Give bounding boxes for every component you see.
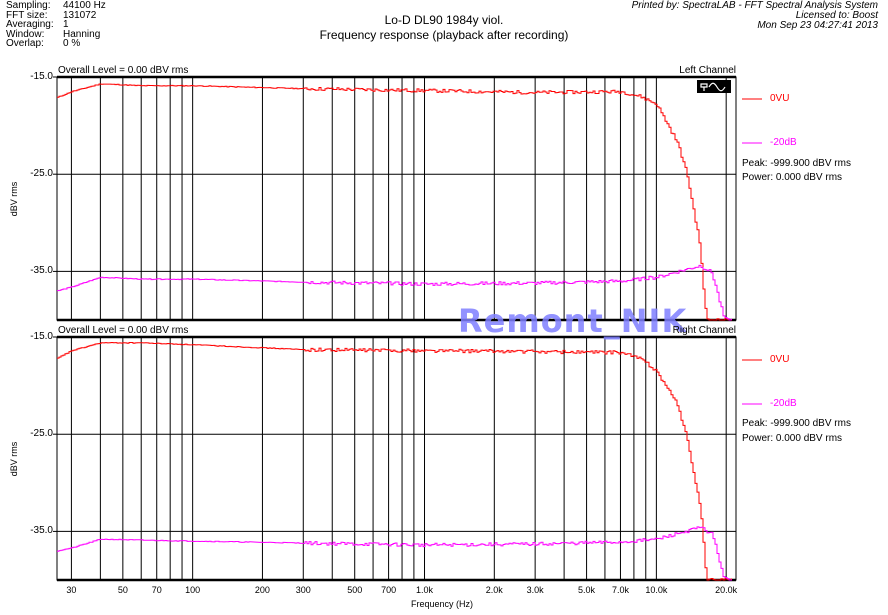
x-tick-label: 100	[185, 585, 201, 595]
power-readout: Power: 0.000 dBV rms	[742, 172, 843, 183]
power-readout: Power: 0.000 dBV rms	[742, 433, 843, 444]
info-label: Overlap:	[6, 38, 44, 50]
x-tick-label: 20.0k	[715, 585, 738, 595]
y-tick-label: -25.0	[30, 168, 53, 180]
series-line-0VU	[57, 342, 732, 581]
overall-level: Overall Level = 0.00 dBV rms	[58, 325, 189, 336]
series-line--20dB	[57, 526, 732, 581]
x-tick-label: 3.0k	[526, 585, 544, 595]
overall-level: Overall Level = 0.00 dBV rms	[58, 65, 189, 76]
legend-label: 0VU	[770, 354, 790, 365]
x-tick-label: 700	[381, 585, 397, 595]
peak-readout: Peak: -999.900 dBV rms	[742, 418, 851, 429]
x-tick-label: 500	[347, 585, 363, 595]
x-tick-label: 10.0k	[645, 585, 668, 595]
legend-label: -20dB	[770, 398, 797, 409]
x-tick-label: 2.0k	[485, 585, 503, 595]
channel-label: Left Channel	[679, 65, 736, 76]
y-axis-label: dBV rms	[9, 181, 19, 216]
chart-title: Lo-D DL90 1984y viol.	[384, 13, 504, 27]
x-tick-label: 30	[66, 585, 77, 595]
waveform-icon-glyph	[700, 82, 726, 92]
y-tick-label: -35.0	[30, 265, 53, 277]
x-tick-label: 200	[254, 585, 270, 595]
series-line-0VU	[57, 83, 732, 321]
channel-label: Right Channel	[672, 325, 736, 336]
x-tick-label: 7.0k	[611, 585, 629, 595]
info-value: 131072	[63, 9, 97, 21]
x-tick-label: 70	[151, 585, 162, 595]
info-value: Hanning	[63, 28, 101, 40]
licensed-to: Licensed to: Boost	[795, 10, 878, 21]
y-tick-label: -25.0	[30, 428, 53, 440]
print-date: Mon Sep 23 04:27:41 2013	[757, 20, 878, 31]
x-tick-label: 300	[295, 585, 311, 595]
info-value: 44100 Hz	[63, 0, 106, 11]
printed-by: Printed by: SpectraLAB - FFT Spectral An…	[631, 0, 878, 11]
y-axis-label: dBV rms	[9, 441, 19, 476]
info-value: 1	[63, 19, 69, 31]
peak-readout: Peak: -999.900 dBV rms	[742, 158, 851, 169]
y-tick-label: -15.0	[30, 331, 53, 342]
watermark: Remont_NIK	[458, 302, 688, 340]
x-tick-label: 1.0k	[415, 585, 433, 595]
y-tick-label: -35.0	[30, 525, 53, 537]
legend-label: 0VU	[770, 93, 790, 104]
info-label: FFT size:	[6, 9, 48, 21]
y-tick-label: -15.0	[30, 71, 53, 82]
chart-subtitle: Frequency response (playback after recor…	[319, 28, 569, 42]
info-label: Averaging:	[6, 19, 54, 31]
legend-label: -20dB	[770, 137, 797, 148]
info-value: 0 %	[63, 38, 81, 50]
x-tick-label: 50	[117, 585, 128, 595]
series-line--20dB	[57, 264, 732, 321]
x-axis-label: Frequency (Hz)	[410, 599, 473, 609]
info-label: Window:	[6, 28, 45, 40]
x-tick-label: 5.0k	[578, 585, 596, 595]
info-label: Sampling:	[6, 0, 51, 11]
